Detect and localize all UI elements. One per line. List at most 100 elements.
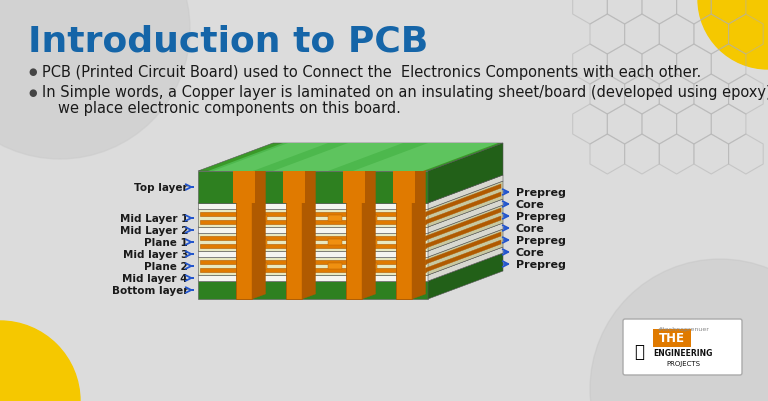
- Polygon shape: [396, 166, 425, 172]
- Text: Mid Layer 2: Mid Layer 2: [120, 225, 188, 235]
- Polygon shape: [428, 223, 503, 257]
- Polygon shape: [198, 200, 503, 227]
- Polygon shape: [302, 166, 316, 299]
- Polygon shape: [353, 144, 488, 172]
- Polygon shape: [426, 233, 501, 264]
- Polygon shape: [200, 213, 426, 217]
- Polygon shape: [200, 244, 426, 248]
- Polygon shape: [198, 223, 503, 251]
- Polygon shape: [426, 241, 501, 272]
- Polygon shape: [428, 247, 503, 281]
- Text: In Simple words, a Copper layer is laminated on an insulating sheet/board (devel: In Simple words, a Copper layer is lamin…: [42, 85, 768, 100]
- Polygon shape: [198, 257, 428, 275]
- Text: #technoprenuer: #technoprenuer: [657, 327, 709, 332]
- Polygon shape: [412, 166, 425, 299]
- Polygon shape: [426, 217, 501, 248]
- Text: Mid layer 3: Mid layer 3: [123, 249, 188, 259]
- Polygon shape: [198, 172, 428, 203]
- Polygon shape: [428, 205, 503, 251]
- Text: PROJECTS: PROJECTS: [666, 360, 700, 366]
- Polygon shape: [363, 215, 377, 221]
- Polygon shape: [346, 166, 376, 172]
- Polygon shape: [236, 166, 266, 172]
- Text: Prepreg: Prepreg: [516, 188, 566, 198]
- Polygon shape: [198, 251, 428, 257]
- Circle shape: [590, 259, 768, 401]
- Polygon shape: [426, 192, 501, 225]
- Polygon shape: [363, 239, 377, 245]
- Text: Prepreg: Prepreg: [516, 259, 566, 269]
- Polygon shape: [428, 176, 503, 209]
- Polygon shape: [236, 172, 252, 299]
- Text: Introduction to PCB: Introduction to PCB: [28, 25, 429, 59]
- Text: Bottom layer: Bottom layer: [111, 285, 188, 295]
- Text: Core: Core: [516, 223, 545, 233]
- Text: Prepreg: Prepreg: [516, 211, 566, 221]
- Text: Core: Core: [516, 200, 545, 209]
- Text: ●: ●: [28, 88, 37, 98]
- Polygon shape: [198, 144, 503, 172]
- Polygon shape: [198, 229, 503, 257]
- Text: ●: ●: [28, 67, 37, 77]
- Polygon shape: [396, 172, 412, 299]
- Polygon shape: [200, 260, 426, 264]
- Polygon shape: [428, 182, 503, 227]
- Polygon shape: [328, 239, 342, 245]
- Polygon shape: [198, 209, 428, 227]
- Polygon shape: [198, 227, 428, 233]
- FancyBboxPatch shape: [623, 319, 742, 375]
- Text: PCB (Printed Circuit Board) used to Connect the  Electronics Components with eac: PCB (Printed Circuit Board) used to Conn…: [42, 64, 701, 79]
- Polygon shape: [388, 144, 498, 172]
- Polygon shape: [198, 253, 503, 281]
- Polygon shape: [208, 144, 493, 172]
- Polygon shape: [198, 247, 503, 275]
- Polygon shape: [286, 172, 302, 299]
- Polygon shape: [200, 221, 426, 225]
- Polygon shape: [253, 263, 267, 269]
- Polygon shape: [198, 182, 503, 209]
- Circle shape: [0, 0, 190, 160]
- Polygon shape: [426, 209, 501, 241]
- Text: 🤖: 🤖: [634, 342, 644, 360]
- Polygon shape: [200, 268, 426, 272]
- Polygon shape: [213, 144, 328, 172]
- Text: Top layer: Top layer: [134, 182, 188, 192]
- Circle shape: [0, 321, 80, 401]
- Polygon shape: [273, 144, 403, 172]
- Circle shape: [698, 0, 768, 70]
- Polygon shape: [428, 253, 503, 299]
- Polygon shape: [233, 172, 255, 203]
- Polygon shape: [198, 205, 503, 233]
- Polygon shape: [428, 200, 503, 233]
- Polygon shape: [198, 203, 428, 209]
- Polygon shape: [198, 233, 428, 251]
- Polygon shape: [343, 172, 365, 203]
- Polygon shape: [198, 281, 428, 299]
- Polygon shape: [200, 237, 426, 241]
- Bar: [653, 329, 691, 347]
- Polygon shape: [426, 184, 501, 217]
- Polygon shape: [362, 166, 376, 299]
- Text: we place electronic components on this board.: we place electronic components on this b…: [58, 100, 401, 115]
- Polygon shape: [393, 172, 415, 203]
- Polygon shape: [198, 176, 503, 203]
- Polygon shape: [198, 275, 428, 281]
- Text: Prepreg: Prepreg: [516, 235, 566, 245]
- Text: Mid layer 4: Mid layer 4: [123, 273, 188, 283]
- Polygon shape: [328, 263, 342, 269]
- Text: THE: THE: [659, 332, 685, 344]
- Polygon shape: [252, 166, 266, 299]
- Text: Mid Layer 1: Mid Layer 1: [120, 213, 188, 223]
- Text: Plane 2: Plane 2: [144, 261, 188, 271]
- Polygon shape: [286, 166, 316, 172]
- Polygon shape: [253, 239, 267, 245]
- Polygon shape: [328, 215, 342, 221]
- Text: Core: Core: [516, 247, 545, 257]
- Polygon shape: [288, 239, 302, 245]
- Polygon shape: [428, 229, 503, 275]
- Polygon shape: [363, 263, 377, 269]
- Polygon shape: [346, 172, 362, 299]
- Text: ENGINEERING: ENGINEERING: [654, 348, 713, 358]
- Text: Plane 1: Plane 1: [144, 237, 188, 247]
- Polygon shape: [283, 172, 305, 203]
